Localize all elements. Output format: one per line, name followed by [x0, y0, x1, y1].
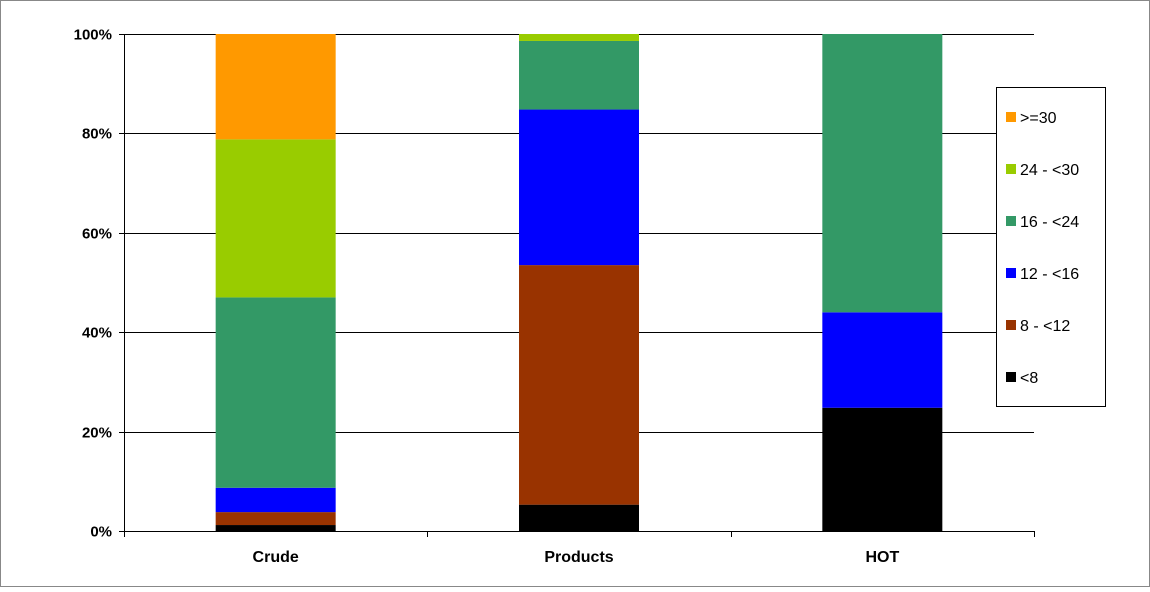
legend-swatch: [1006, 268, 1016, 278]
legend-swatch: [1006, 372, 1016, 382]
legend-label: >=30: [1020, 110, 1057, 127]
x-category-label: Products: [544, 549, 613, 566]
y-tick-label: 80%: [82, 126, 112, 143]
legend-label: <8: [1020, 370, 1038, 387]
legend-swatch: [1006, 320, 1016, 330]
x-category-label: HOT: [865, 549, 899, 566]
bar-segment-crude-4: [215, 139, 336, 298]
bar-segment-hot-3: [822, 34, 943, 313]
bar-segment-products-0: [519, 504, 639, 531]
y-tick-label: 100%: [74, 27, 112, 44]
legend-label: 24 - <30: [1020, 162, 1079, 179]
legend-swatch: [1006, 216, 1016, 226]
y-tick-label: 40%: [82, 325, 112, 342]
bar-segment-hot-0: [822, 407, 943, 531]
bar-segment-crude-0: [215, 525, 336, 531]
legend-label: 16 - <24: [1020, 214, 1079, 231]
bar-segment-products-4: [519, 34, 639, 41]
y-tick-label: 60%: [82, 226, 112, 243]
x-category-label: Crude: [253, 549, 299, 566]
bar-segment-crude-3: [215, 297, 336, 488]
legend-label: 8 - <12: [1020, 318, 1070, 335]
axes: 0% 20% 40% 60% 80% 100% Crude Products HOT: [74, 27, 1035, 566]
bars: [215, 34, 943, 531]
bar-segment-products-3: [519, 40, 639, 110]
legend-label: 12 - <16: [1020, 266, 1079, 283]
y-tick-label: 0%: [90, 524, 112, 541]
bar-segment-products-2: [519, 109, 639, 266]
bar-segment-crude-1: [215, 512, 336, 526]
legend: >=30 24 - <30 16 - <24 12 - <16 8 - <12 <8: [996, 87, 1106, 407]
y-tick-label: 20%: [82, 425, 112, 442]
bar-segment-products-1: [519, 265, 639, 505]
legend-swatch: [1006, 112, 1016, 122]
legend-swatch: [1006, 164, 1016, 174]
bar-segment-hot-2: [822, 312, 943, 408]
legend-box: [996, 87, 1106, 407]
bar-segment-crude-2: [215, 487, 336, 513]
bar-segment-crude-5: [215, 34, 336, 140]
